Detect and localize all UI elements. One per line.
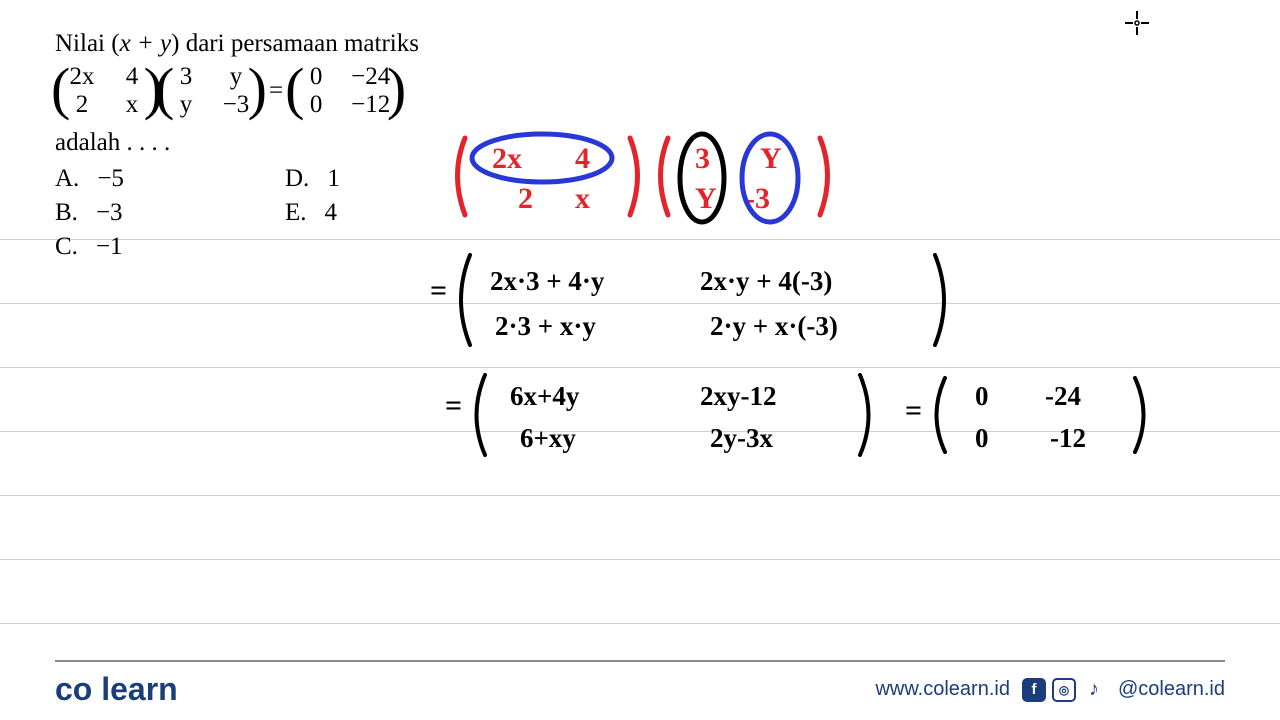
hw-m1-01: 4 [575, 142, 590, 175]
hw-s2-01: 2x·y + 4(-3) [700, 266, 832, 296]
hw-s3-00: 6x+4y [510, 381, 580, 411]
hw-m1-00: 2x [492, 142, 522, 175]
footer-url: www.colearn.id [875, 678, 1010, 701]
logo-co: co [55, 671, 92, 707]
hw-r-00: 0 [975, 381, 989, 411]
logo-dot [92, 671, 101, 707]
hw-eq1: = [430, 274, 447, 307]
footer-divider [55, 660, 1225, 662]
social-icons: f ◎ ♪ [1022, 678, 1106, 702]
logo-learn: learn [101, 671, 177, 707]
hw-m1-11: x [575, 182, 590, 215]
hw-s2-10: 2·3 + x·y [495, 311, 596, 341]
hw-r-11: -12 [1050, 423, 1086, 453]
hw-eq3: = [905, 394, 922, 427]
hw-s3-01: 2xy-12 [700, 381, 777, 411]
footer-handle: @colearn.id [1118, 678, 1225, 701]
hw-m2-10: Y [695, 182, 717, 215]
hw-eq2: = [445, 389, 462, 422]
footer-right: www.colearn.id f ◎ ♪ @colearn.id [875, 678, 1225, 702]
hw-s3-11: 2y-3x [710, 423, 773, 453]
tiktok-icon: ♪ [1082, 678, 1106, 702]
hw-r-10: 0 [975, 423, 989, 453]
hw-m2-01: Y [760, 142, 782, 175]
logo: co learn [55, 671, 178, 708]
handwriting-overlay: 2x 4 2 x 3 Y Y -3 = 2x·3 + 4·y 2x·y + 4(… [0, 0, 1280, 720]
footer: co learn www.colearn.id f ◎ ♪ @colearn.i… [0, 671, 1280, 708]
instagram-icon: ◎ [1052, 678, 1076, 702]
hw-m2-00: 3 [695, 142, 710, 175]
hw-m1-10: 2 [518, 182, 533, 215]
hw-s2-00: 2x·3 + 4·y [490, 266, 605, 296]
hw-s3-10: 6+xy [520, 423, 576, 453]
hw-r-01: -24 [1045, 381, 1081, 411]
facebook-icon: f [1022, 678, 1046, 702]
hw-s2-11: 2·y + x·(-3) [710, 311, 838, 341]
